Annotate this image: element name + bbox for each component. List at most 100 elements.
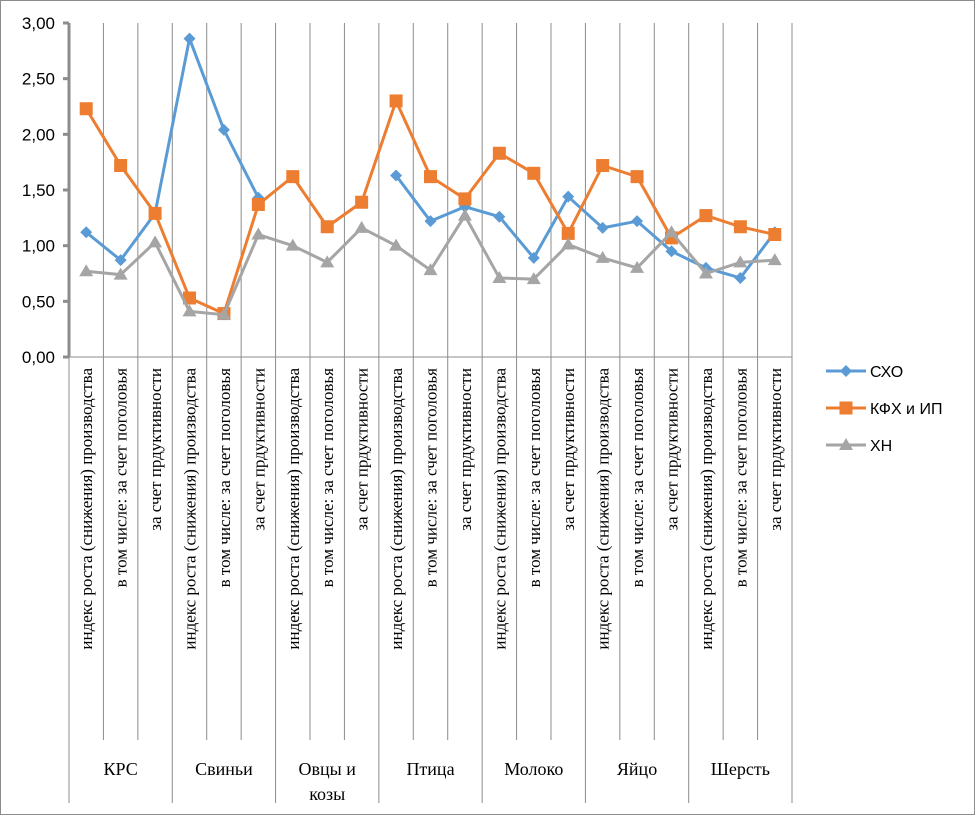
data-point (148, 206, 162, 220)
data-point (631, 215, 644, 228)
data-point (423, 263, 438, 276)
y-tick-label: 2,50 (22, 70, 55, 89)
x-tick-label: в том числе: за счет поголовья (628, 368, 647, 588)
x-tick-label: в том числе: за счет поголовья (731, 368, 750, 588)
data-point (457, 208, 472, 221)
data-point (148, 235, 163, 248)
series-line (85, 37, 260, 262)
data-point (630, 260, 645, 273)
y-tick-label: 3,00 (22, 14, 55, 33)
data-point (596, 159, 610, 173)
data-point (595, 250, 610, 263)
group-label: Птица (406, 759, 454, 779)
series-line (84, 99, 776, 316)
data-point (562, 190, 575, 203)
x-tick-label: за счет прдуктивности (766, 368, 785, 531)
x-tick-label: в том числе: за счет поголовья (215, 368, 234, 588)
legend-marker-icon (839, 438, 853, 450)
data-point (216, 307, 231, 320)
x-tick-label: за счет прдуктивности (353, 368, 372, 531)
x-tick-label: индекс роста (снижения) производства (181, 368, 200, 650)
x-axis-category-labels: индекс роста (снижения) производства в то… (77, 368, 785, 804)
data-point (768, 228, 782, 242)
x-tick-label: в том числе: за счет поголовья (525, 368, 544, 588)
data-point (320, 255, 335, 268)
series-sho (80, 32, 781, 284)
legend-item[interactable]: ХН (826, 438, 892, 455)
x-tick-label: за счет прдуктивности (559, 368, 578, 531)
legend-label: СХО (870, 364, 903, 381)
data-point (79, 264, 94, 277)
series-hn (79, 208, 782, 320)
group-label: Молоко (504, 759, 563, 779)
legend-label: КФХ и ИП (870, 401, 942, 418)
data-point (285, 238, 300, 251)
data-point (665, 245, 678, 258)
group-label: козы (309, 784, 345, 804)
x-tick-label: индекс роста (снижения) производства (284, 368, 303, 650)
x-tick-label: индекс роста (снижения) производства (387, 368, 406, 650)
legend-item[interactable]: КФХ и ИП (826, 401, 942, 418)
x-tick-label: в том числе: за счет поголовья (112, 368, 131, 588)
x-tick-label: индекс роста (снижения) производства (697, 368, 716, 650)
series-line (394, 174, 776, 280)
legend-marker-icon (839, 401, 853, 415)
data-point (596, 221, 609, 234)
legend[interactable]: СХО КФХ и ИП ХН (826, 364, 942, 455)
data-point (767, 253, 782, 266)
series (79, 32, 782, 321)
x-tick-label: в том числе: за счет поголовья (318, 368, 337, 588)
y-tick-label: 1,00 (22, 237, 55, 256)
x-tick-label: в том числе: за счет поголовья (422, 368, 441, 588)
data-point (182, 304, 197, 317)
data-point (320, 220, 334, 234)
legend-item[interactable]: СХО (826, 364, 903, 381)
data-point (113, 267, 128, 280)
data-point (630, 170, 644, 184)
x-tick-label: индекс роста (снижения) производства (594, 368, 613, 650)
x-tick-label: за счет прдуктивности (146, 368, 165, 531)
data-point (527, 166, 541, 180)
y-tick-label: 1,50 (22, 181, 55, 200)
x-tick-label: индекс роста (снижения) производства (490, 368, 509, 650)
group-label: Овцы и (299, 759, 357, 779)
data-point (424, 215, 437, 228)
data-point (389, 238, 404, 251)
data-point (389, 94, 403, 108)
data-point (251, 197, 265, 211)
data-point (733, 255, 748, 268)
data-point (114, 254, 127, 267)
y-tick-label: 2,00 (22, 125, 55, 144)
data-point (493, 210, 506, 223)
data-point (354, 220, 369, 233)
data-point (286, 170, 300, 184)
y-axis-tick-labels: 0,00 0,50 1,00 1,50 2,00 2,50 3,00 (22, 14, 55, 367)
data-point (561, 226, 575, 240)
data-point (734, 271, 747, 284)
data-point (355, 195, 369, 209)
data-point (526, 272, 541, 285)
data-point (699, 209, 713, 223)
y-tick-label: 0,00 (22, 348, 55, 367)
group-label: Шерсть (711, 759, 770, 779)
data-point (492, 146, 506, 160)
legend-marker-icon (840, 365, 852, 377)
data-point (390, 169, 403, 182)
data-point (664, 225, 679, 238)
x-tick-label: за счет прдуктивности (456, 368, 475, 531)
axes (63, 21, 792, 359)
data-point (80, 226, 93, 239)
data-point (527, 251, 540, 264)
data-point (251, 227, 266, 240)
data-point (424, 170, 437, 184)
data-point (114, 159, 128, 173)
data-point (183, 32, 196, 45)
group-label: Свиньи (195, 759, 253, 779)
data-point (733, 220, 747, 234)
gridlines (68, 23, 793, 803)
data-point (698, 266, 713, 279)
x-tick-label: за счет прдуктивности (249, 368, 268, 531)
data-point (561, 237, 576, 250)
group-label: Яйцо (617, 759, 657, 779)
